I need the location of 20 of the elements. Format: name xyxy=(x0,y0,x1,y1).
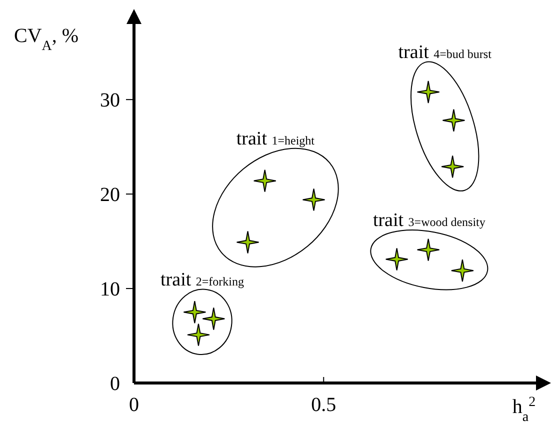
point xyxy=(385,248,408,271)
y-tick-label: 20 xyxy=(100,184,120,206)
y-tick-label: 10 xyxy=(100,278,120,301)
point xyxy=(253,169,276,192)
x-tick-label: 0.5 xyxy=(311,394,336,416)
point xyxy=(442,108,466,132)
y-tick-label: 30 xyxy=(100,90,120,112)
series-label: trait 3=wood density xyxy=(372,210,486,232)
point xyxy=(416,80,440,104)
series-label: trait 2=forking xyxy=(160,269,244,290)
point xyxy=(236,230,260,254)
y-tick-label: 0 xyxy=(110,373,120,395)
point xyxy=(416,238,440,262)
series-label: trait 1=height xyxy=(236,128,316,150)
point xyxy=(450,259,474,282)
point xyxy=(186,323,210,346)
y-axis-title: CV$_{A}$, % xyxy=(14,25,79,54)
point xyxy=(302,188,326,212)
series-label: trait 4=bud burst xyxy=(398,42,492,63)
point xyxy=(441,155,464,178)
